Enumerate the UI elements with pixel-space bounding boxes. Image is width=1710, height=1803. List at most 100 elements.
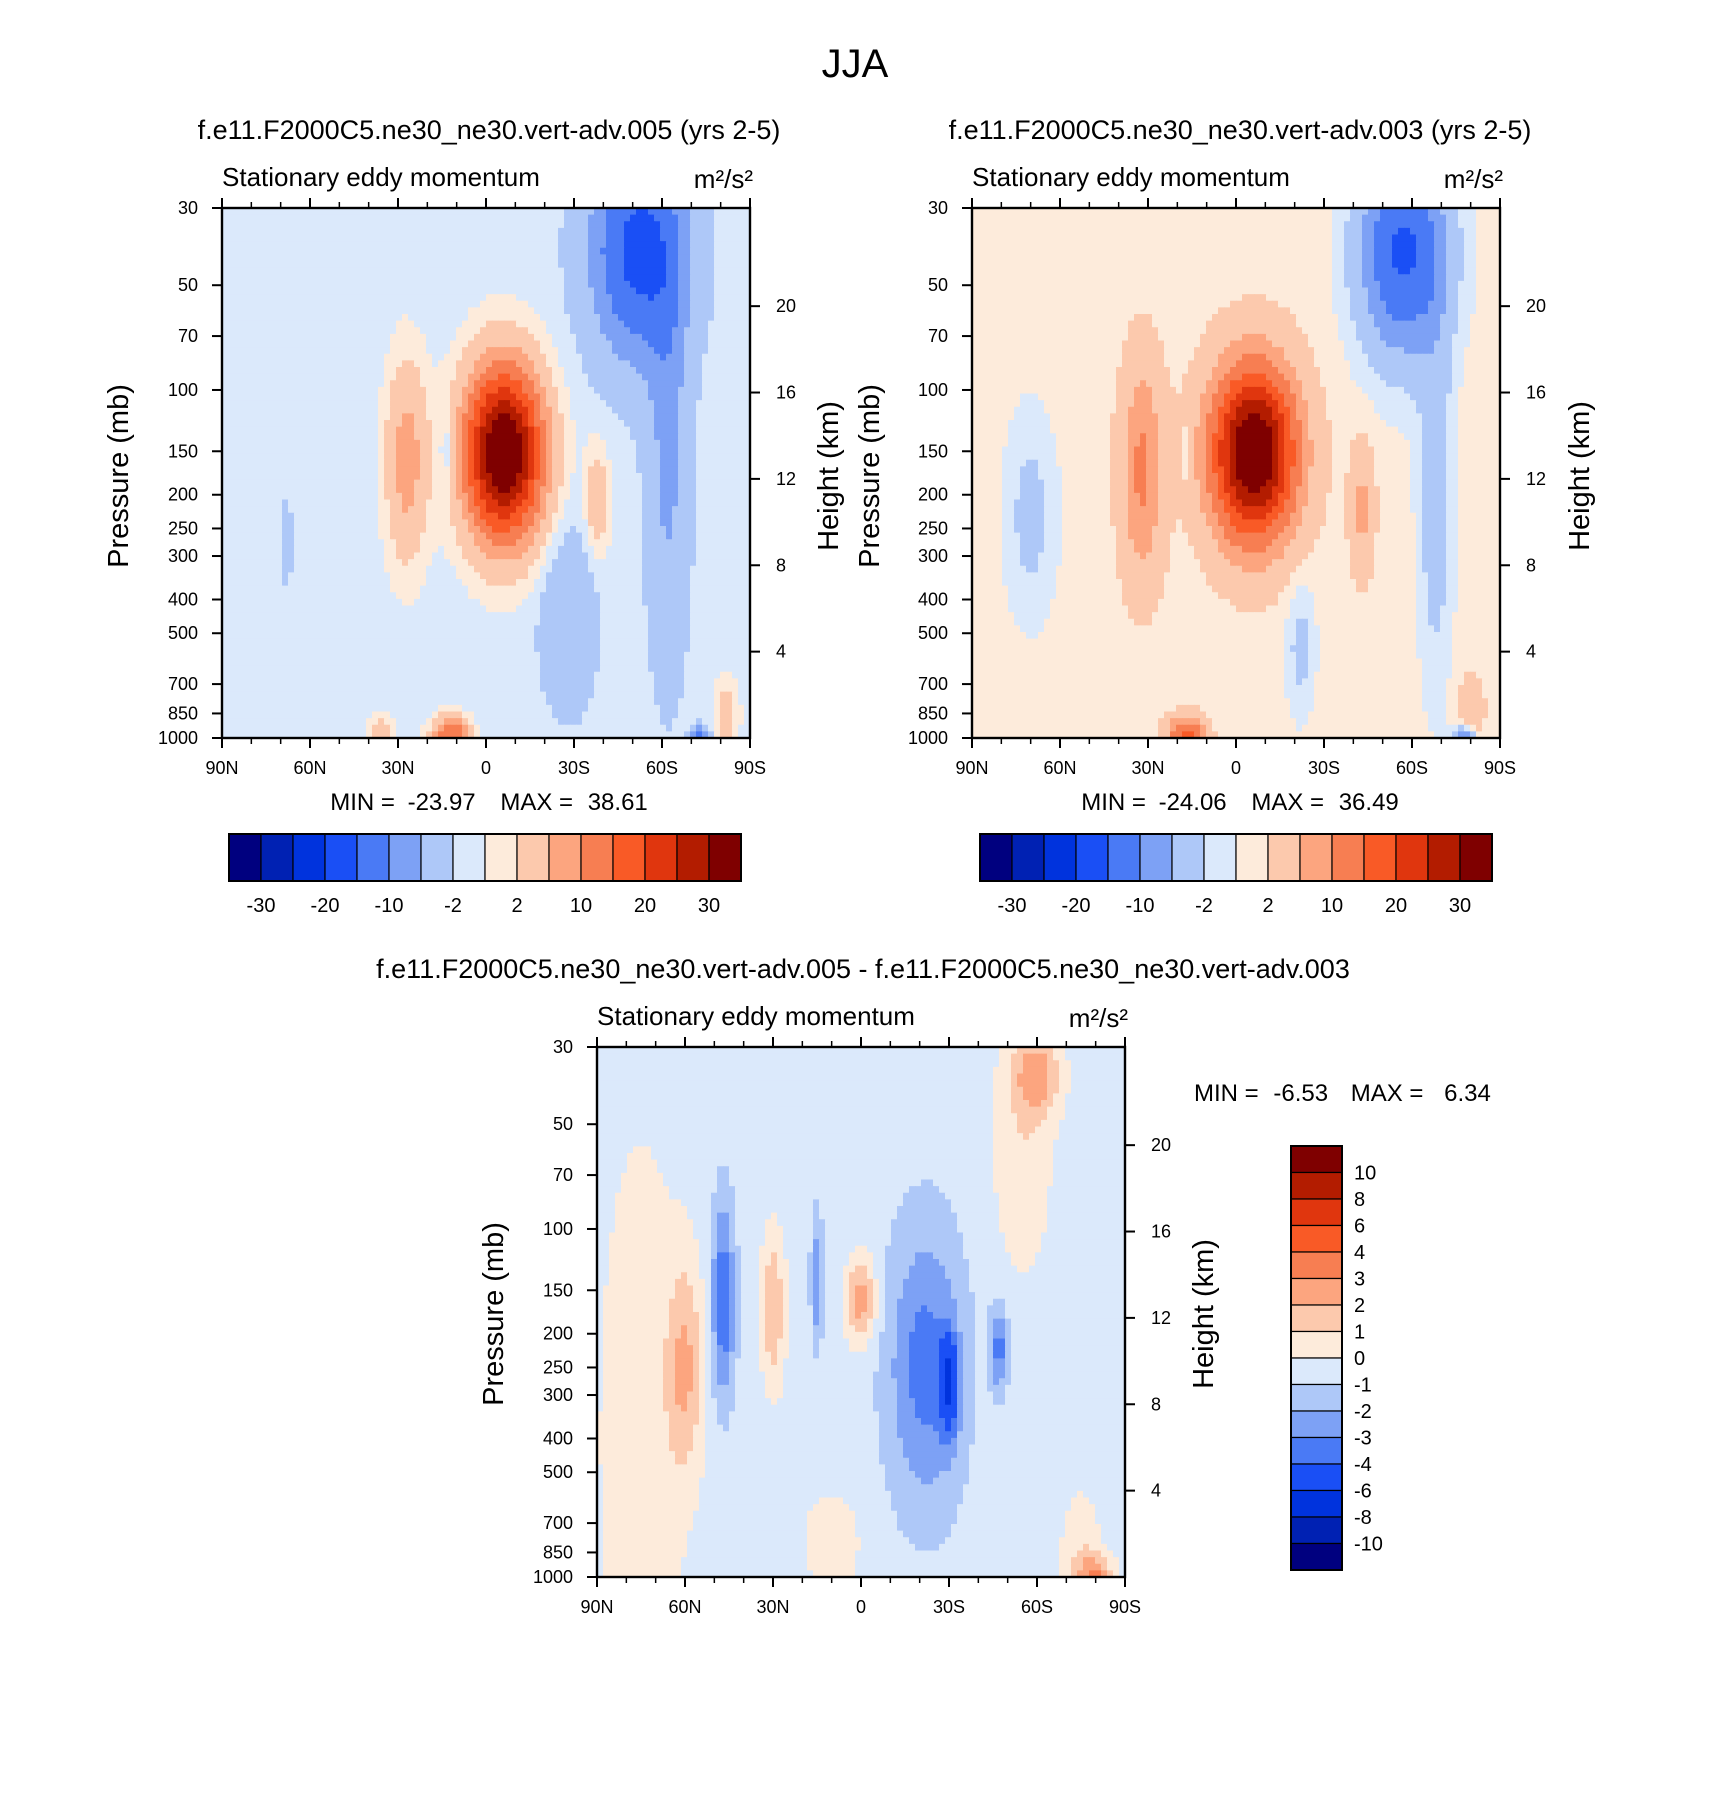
field-cell <box>408 519 415 527</box>
field-cell <box>300 539 307 547</box>
field-cell <box>456 479 463 487</box>
field-cell <box>744 466 750 474</box>
field-cell <box>294 234 301 242</box>
field-cell <box>294 552 301 560</box>
field-cell <box>738 247 745 255</box>
field-cell <box>462 247 469 255</box>
field-cell <box>240 565 247 573</box>
field-cell <box>546 247 553 255</box>
field-cell <box>468 234 475 242</box>
field-cell <box>672 234 679 242</box>
field-cell <box>702 512 709 520</box>
field-cell <box>444 512 451 520</box>
field-cell <box>684 512 691 520</box>
field-cell <box>462 506 469 514</box>
field-cell <box>540 274 547 282</box>
field-cell <box>384 459 391 467</box>
field-cell <box>588 473 595 481</box>
field-cell <box>366 247 373 255</box>
field-cell <box>486 466 493 474</box>
field-cell <box>354 453 361 461</box>
field-cell <box>402 340 409 348</box>
field-cell <box>402 287 409 295</box>
field-cell <box>426 208 433 216</box>
field-cell <box>558 347 565 355</box>
field-cell <box>366 526 373 534</box>
field-cell <box>258 420 265 428</box>
field-cell <box>240 446 247 454</box>
field-cell <box>372 360 379 368</box>
field-cell <box>396 512 403 520</box>
field-cell <box>702 234 709 242</box>
field-cell <box>732 453 739 461</box>
field-cell <box>456 214 463 222</box>
field-cell <box>228 241 235 249</box>
field-cell <box>234 579 241 587</box>
field-cell <box>372 221 379 229</box>
field-cell <box>600 280 607 289</box>
field-cell <box>432 492 439 501</box>
field-cell <box>684 572 691 580</box>
field-cell <box>558 400 565 408</box>
field-cell <box>444 360 451 368</box>
field-cell <box>294 347 301 355</box>
field-cell <box>588 241 595 249</box>
field-cell <box>396 552 403 560</box>
field-cell <box>246 373 253 381</box>
field-cell <box>618 552 625 560</box>
field-cell <box>258 579 265 587</box>
field-cell <box>288 413 295 421</box>
field-cell <box>546 227 553 236</box>
field-cell <box>660 373 667 381</box>
field-cell <box>630 559 637 567</box>
field-cell <box>630 420 637 428</box>
field-cell <box>630 261 637 269</box>
field-cell <box>492 473 499 481</box>
field-cell <box>744 526 750 534</box>
field-cell <box>258 512 265 520</box>
field-cell <box>606 386 613 395</box>
field-cell <box>246 221 253 229</box>
field-cell <box>732 294 739 302</box>
field-cell <box>258 559 265 567</box>
field-cell <box>336 466 343 474</box>
field-cell <box>708 241 715 249</box>
field-cell <box>282 519 289 527</box>
field-cell <box>678 492 685 501</box>
field-cell <box>540 473 547 481</box>
field-cell <box>540 466 547 474</box>
field-cell <box>522 406 529 414</box>
field-cell <box>684 307 691 315</box>
field-cell <box>582 433 589 441</box>
field-cell <box>492 426 499 434</box>
field-cell <box>282 453 289 461</box>
field-cell <box>330 406 337 414</box>
field-cell <box>738 254 745 262</box>
field-cell <box>456 453 463 461</box>
field-cell <box>240 400 247 408</box>
field-cell <box>624 512 631 520</box>
field-cell <box>384 247 391 255</box>
field-cell <box>600 506 607 514</box>
field-cell <box>438 367 445 375</box>
field-cell <box>432 572 439 580</box>
field-cell <box>252 208 259 216</box>
field-cell <box>672 506 679 514</box>
field-cell <box>486 221 493 229</box>
field-cell <box>450 459 457 467</box>
field-cell <box>624 413 631 421</box>
field-cell <box>342 367 349 375</box>
field-cell <box>618 420 625 428</box>
field-cell <box>360 433 367 441</box>
field-cell <box>588 466 595 474</box>
field-cell <box>684 208 691 216</box>
field-cell <box>432 552 439 560</box>
field-cell <box>468 426 475 434</box>
field-cell <box>492 506 499 514</box>
field-cell <box>456 247 463 255</box>
field-cell <box>402 254 409 262</box>
field-cell <box>462 280 469 289</box>
field-cell <box>354 386 361 395</box>
field-cell <box>534 386 541 395</box>
field-cell <box>696 433 703 441</box>
